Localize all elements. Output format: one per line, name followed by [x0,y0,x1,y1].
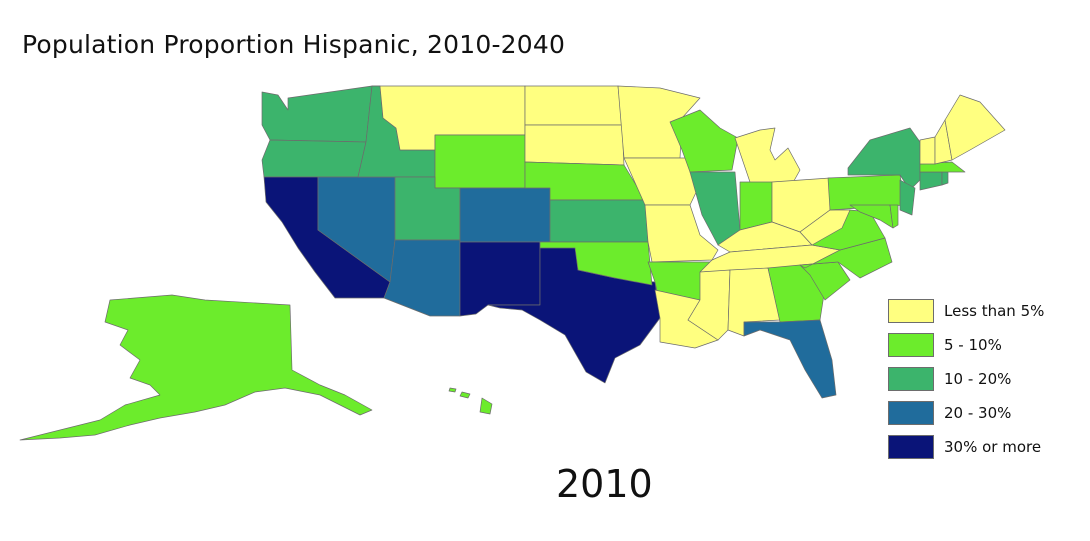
map-title: Population Proportion Hispanic, 2010-204… [22,30,566,59]
state-DE [889,204,899,229]
legend-item-10-20: 10 - 20% [888,362,1044,396]
legend-item-20-30: 20 - 30% [888,396,1044,430]
state-CO [459,187,551,243]
state-WV [799,209,851,246]
state-MA [919,161,966,173]
legend-item-lt5: Less than 5% [888,294,1044,328]
legend-swatch [888,367,934,391]
state-MO [644,204,719,263]
state-MI [734,127,801,189]
state-CT [919,171,943,191]
state-HI [448,387,493,415]
state-ND [524,85,623,126]
legend: Less than 5% 5 - 10% 10 - 20% 20 - 30% 3… [888,294,1044,464]
legend-swatch [888,299,934,323]
state-KS [549,199,649,243]
state-NJ [899,179,916,216]
legend-label: 30% or more [944,438,1042,456]
state-AZ [383,239,461,317]
state-OR [261,139,367,178]
state-ME [944,94,1006,161]
legend-swatch [888,401,934,425]
state-WI [669,109,739,173]
legend-label: 20 - 30% [944,404,1012,422]
legend-item-5-10: 5 - 10% [888,328,1044,362]
state-WA [261,85,373,143]
legend-label: 10 - 20% [944,370,1012,388]
map-year: 2010 [556,462,653,506]
state-SD [524,124,625,166]
state-GA [767,264,826,323]
legend-swatch [888,333,934,357]
state-FL [743,319,837,399]
state-VT [919,136,936,165]
state-AK [19,294,373,441]
legend-item-30plus: 30% or more [888,430,1044,464]
state-WY [434,134,526,189]
state-IN [739,181,773,231]
state-RI [941,171,949,186]
legend-label: Less than 5% [944,302,1045,320]
state-MD [849,204,894,229]
state-OK [539,241,653,286]
legend-label: 5 - 10% [944,336,1002,354]
legend-swatch [888,435,934,459]
